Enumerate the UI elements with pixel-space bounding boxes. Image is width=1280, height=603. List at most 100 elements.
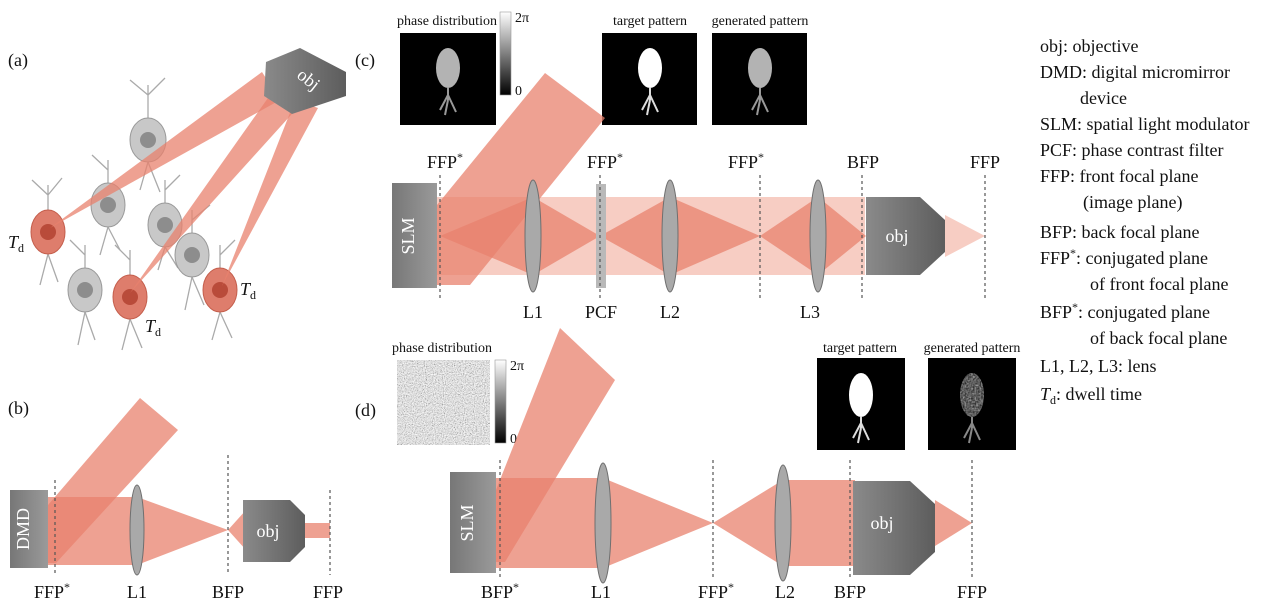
- objective: [853, 481, 935, 575]
- legend-line: (image plane): [1083, 192, 1182, 213]
- colorbar: [500, 12, 511, 95]
- image-title: generated pattern: [924, 341, 1021, 356]
- shape: FFP: [587, 152, 617, 172]
- shape: FFP: [427, 152, 457, 172]
- beam: [713, 480, 783, 566]
- panel-label: (c): [355, 50, 375, 71]
- shape: *: [758, 150, 764, 164]
- shape: *: [728, 580, 734, 594]
- shape: d: [250, 288, 256, 302]
- legend-line: of back focal plane: [1090, 328, 1227, 348]
- phase-image: [397, 360, 490, 445]
- pcf: [596, 184, 606, 288]
- shape: *: [617, 150, 623, 164]
- legend-line: BFP*: conjugated plane: [1040, 300, 1210, 322]
- shape: FFP: [728, 152, 758, 172]
- lens: [595, 463, 611, 583]
- legend-line: L1, L2, L3: lens: [1040, 356, 1156, 376]
- legend-line: device: [1080, 88, 1127, 108]
- beam: [496, 478, 603, 568]
- colorbar-min: 0: [515, 84, 522, 99]
- obj-label: obj: [885, 226, 908, 246]
- image-title: target pattern: [823, 341, 897, 356]
- dmd-label: DMD: [13, 508, 33, 550]
- lens-label: L3: [800, 302, 820, 322]
- lens-label: L2: [660, 302, 680, 322]
- panel-c: (c) phase distribution 2π 0 target patte…: [355, 11, 1000, 322]
- shape: *: [64, 580, 70, 594]
- lens: [662, 180, 678, 292]
- plane-label: FFP*: [34, 580, 70, 602]
- beam: [945, 215, 985, 257]
- legend-line: BFP: back focal plane: [1040, 222, 1199, 242]
- image-title: target pattern: [613, 14, 687, 29]
- legend-line: FFP*: conjugated plane: [1040, 246, 1208, 268]
- dwell-label: Td: [8, 232, 24, 255]
- legend-line: obj: objective: [1040, 36, 1138, 56]
- shape: d: [155, 325, 161, 339]
- lens-label: L1: [127, 582, 147, 602]
- shape: *: [457, 150, 463, 164]
- beam: [137, 497, 228, 565]
- beam: [603, 478, 713, 568]
- lens: [810, 180, 826, 292]
- dwell-label: Td: [240, 279, 256, 302]
- shape: [122, 289, 138, 305]
- shape: [157, 217, 173, 233]
- legend-line: FFP: front focal plane: [1040, 166, 1198, 186]
- panel-d: (d) phase distribution 2π 0 target patte…: [355, 328, 1020, 602]
- shape: [638, 48, 662, 88]
- shape: [849, 373, 873, 417]
- plane-label: FFP: [313, 582, 343, 602]
- colorbar: [495, 360, 506, 443]
- plane-label: FFP*: [698, 580, 734, 602]
- slm-label: SLM: [398, 217, 418, 254]
- panel-b: (b) DMD obj FFP* L1 BFP FFP: [8, 398, 343, 602]
- shape: *: [513, 580, 519, 594]
- obj-label: obj: [870, 513, 893, 533]
- legend-line: Td: dwell time: [1040, 384, 1142, 407]
- panel-a: (a) obj Td Td Td: [8, 48, 346, 350]
- figure: (a) obj Td Td Td: [0, 0, 1280, 603]
- shape: [77, 282, 93, 298]
- plane-label: BFP: [212, 582, 244, 602]
- plane-label: BFP*: [481, 580, 519, 602]
- shape: FFP: [1040, 248, 1070, 268]
- legend-line: PCF: phase contrast filter: [1040, 140, 1223, 160]
- lens: [775, 465, 791, 581]
- lens-label: L1: [523, 302, 543, 322]
- shape: d: [18, 241, 24, 255]
- panel-label: (d): [355, 400, 376, 421]
- lens: [130, 485, 144, 575]
- shape: FFP: [698, 582, 728, 602]
- lens: [525, 180, 541, 292]
- shape: : conjugated plane: [1076, 248, 1208, 268]
- image-title: phase distribution: [392, 341, 492, 356]
- lens-label: L1: [591, 582, 611, 602]
- shape: : dwell time: [1056, 384, 1142, 404]
- lens-label: L2: [775, 582, 795, 602]
- shape: [748, 48, 772, 88]
- shape: BFP: [481, 582, 513, 602]
- legend-line: of front focal plane: [1090, 274, 1228, 294]
- plane-label: FFP*: [728, 150, 764, 172]
- shape: BFP: [1040, 302, 1072, 322]
- legend: obj: objective DMD: digital micromirror …: [1040, 36, 1250, 407]
- panel-label: (a): [8, 50, 28, 71]
- shape: [436, 48, 460, 88]
- plane-label: BFP: [834, 582, 866, 602]
- shape: [184, 247, 200, 263]
- plane-label: FFP*: [427, 150, 463, 172]
- obj-label: obj: [256, 521, 279, 541]
- plane-label: BFP: [847, 152, 879, 172]
- shape: FFP: [34, 582, 64, 602]
- beam: [48, 497, 137, 565]
- beam: [783, 480, 855, 566]
- pcf-label: PCF: [585, 302, 617, 322]
- shape: [40, 224, 56, 240]
- beam: [935, 500, 972, 546]
- image-title: generated pattern: [712, 14, 809, 29]
- plane-label: FFP: [970, 152, 1000, 172]
- slm-label: SLM: [457, 504, 477, 541]
- plane-label: FFP*: [587, 150, 623, 172]
